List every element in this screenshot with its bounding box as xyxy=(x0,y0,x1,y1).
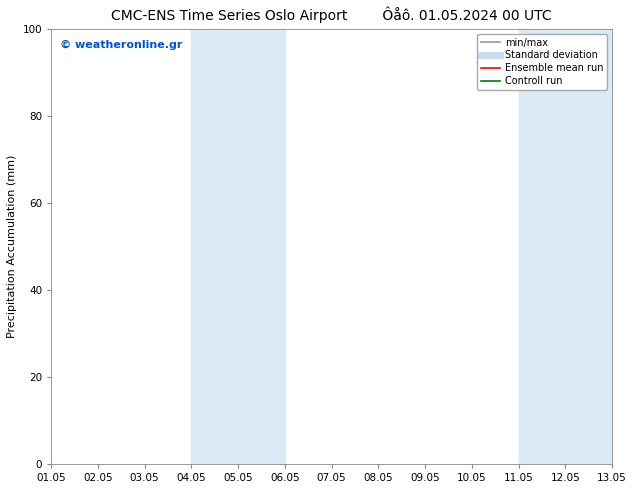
Y-axis label: Precipitation Accumulation (mm): Precipitation Accumulation (mm) xyxy=(7,155,17,338)
Legend: min/max, Standard deviation, Ensemble mean run, Controll run: min/max, Standard deviation, Ensemble me… xyxy=(477,34,607,90)
Title: CMC-ENS Time Series Oslo Airport        Ôåô. 01.05.2024 00 UTC: CMC-ENS Time Series Oslo Airport Ôåô. 01… xyxy=(112,7,552,24)
Text: © weatheronline.gr: © weatheronline.gr xyxy=(60,40,182,50)
Bar xyxy=(519,29,612,464)
Bar xyxy=(191,29,285,464)
